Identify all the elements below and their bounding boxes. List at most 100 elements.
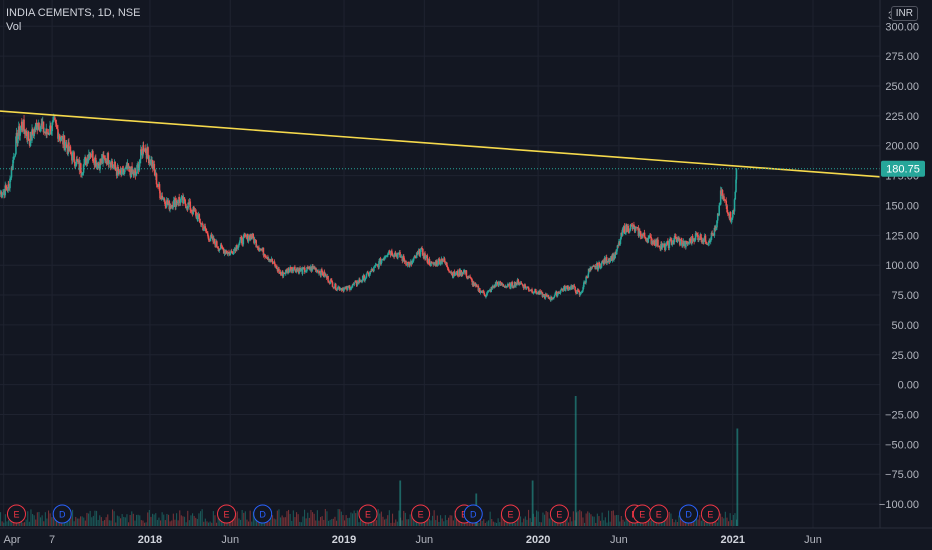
- candle-body: [258, 247, 260, 251]
- candle-body: [116, 166, 119, 176]
- candle-body: [650, 237, 653, 244]
- candle-body: [231, 251, 234, 254]
- candle-body: [179, 199, 182, 203]
- volume-bar: [603, 520, 605, 526]
- candle-body: [252, 233, 255, 238]
- candle-body: [349, 288, 352, 290]
- time-axis[interactable]: Apr 7 2018 Jun 2019 Jun 2020 Jun 2021 Jun: [0, 527, 932, 546]
- candle-body: [9, 178, 11, 189]
- candle-body: [566, 286, 569, 288]
- price-tick-label: 275.00: [885, 51, 919, 63]
- candle-body: [355, 284, 358, 286]
- volume-bar: [283, 517, 285, 526]
- candle-body: [253, 239, 256, 243]
- dividend-marker: [253, 504, 273, 524]
- volume-bar: [320, 517, 322, 526]
- candle-body: [540, 291, 542, 294]
- volume-label[interactable]: Vol: [6, 21, 22, 33]
- volume-bar: [238, 518, 240, 526]
- candle-body: [119, 170, 122, 173]
- event-label: D: [59, 510, 66, 520]
- volume-bar: [187, 510, 189, 526]
- candle-body: [465, 270, 468, 277]
- volume-bar: [209, 521, 211, 526]
- time-tick-label: Jun: [610, 534, 628, 546]
- volume-bar: [200, 511, 202, 526]
- volume-bar: [339, 509, 341, 526]
- currency-badge[interactable]: INR: [890, 6, 918, 21]
- candle-body: [356, 281, 359, 286]
- candle-body: [343, 288, 345, 292]
- price-axis[interactable]: 3300.00275.00250.00225.00200.00175.00150…: [879, 0, 932, 550]
- candle-body: [575, 290, 577, 294]
- candle-body: [378, 261, 380, 268]
- candle-body: [587, 268, 590, 274]
- symbol-title[interactable]: INDIA CEMENTS, 1D, NSE: [6, 7, 141, 19]
- volume-bar: [152, 513, 154, 526]
- candle-body: [330, 280, 333, 283]
- price-tick-label: 250.00: [885, 81, 919, 93]
- volume-bar: [329, 519, 331, 526]
- candle-body: [73, 152, 75, 162]
- candle-body: [158, 184, 161, 191]
- volume-bar: [358, 522, 360, 526]
- candle-body: [167, 204, 170, 206]
- candle-body: [590, 266, 593, 270]
- volume-bar: [403, 510, 405, 526]
- candle-body: [474, 283, 477, 286]
- candle-body: [582, 287, 584, 291]
- candle-body: [418, 249, 421, 257]
- volume-bar: [681, 518, 683, 526]
- volume-bar: [214, 515, 216, 526]
- candle-body: [416, 253, 419, 255]
- candle-body: [122, 168, 125, 174]
- volume-bar: [499, 522, 501, 526]
- candle-body: [221, 246, 224, 249]
- volume-bar: [587, 511, 589, 526]
- candle-body: [244, 235, 247, 237]
- candle-body: [198, 214, 201, 219]
- volume-bar: [382, 516, 384, 526]
- volume-bar: [572, 511, 574, 526]
- candle-body: [511, 282, 514, 287]
- candle-body: [321, 269, 323, 273]
- candle-body: [163, 198, 166, 202]
- candle-body: [688, 238, 691, 244]
- volume-bar: [291, 520, 293, 526]
- volume-bar: [433, 510, 435, 526]
- volume-bar: [520, 516, 522, 526]
- volume-bar: [102, 520, 104, 526]
- volume-bar: [334, 516, 336, 526]
- event-markers[interactable]: EDEDEEEDEEEEEDE: [6, 504, 720, 524]
- candle-body: [664, 246, 667, 250]
- volume-bar: [504, 520, 506, 526]
- candle-body: [448, 270, 450, 272]
- candle-body: [385, 255, 388, 257]
- candle-body: [295, 269, 298, 273]
- volume-bar: [22, 522, 24, 526]
- candle-body: [719, 190, 722, 205]
- volume-bar: [254, 513, 256, 526]
- candle-body: [668, 240, 671, 248]
- candle-body: [402, 255, 405, 260]
- volume-bar: [614, 515, 616, 526]
- candle-body: [47, 132, 50, 135]
- candle-body: [0, 193, 1, 195]
- volume-bar: [43, 521, 45, 526]
- candle-body: [502, 284, 505, 287]
- candle-body: [576, 289, 579, 294]
- candle-body: [515, 283, 517, 287]
- volume-bar: [496, 522, 498, 526]
- candle-body: [95, 157, 97, 167]
- trendline[interactable]: [0, 110, 881, 178]
- candle-body: [311, 265, 314, 271]
- candle-body: [439, 262, 442, 265]
- candle-body: [639, 231, 642, 237]
- volume-bar: [64, 522, 66, 526]
- volume-bar: [278, 509, 280, 526]
- candle-body: [719, 204, 721, 206]
- volume-bar: [35, 519, 37, 526]
- time-tick-label: 2021: [720, 534, 744, 546]
- candle-body: [397, 252, 400, 255]
